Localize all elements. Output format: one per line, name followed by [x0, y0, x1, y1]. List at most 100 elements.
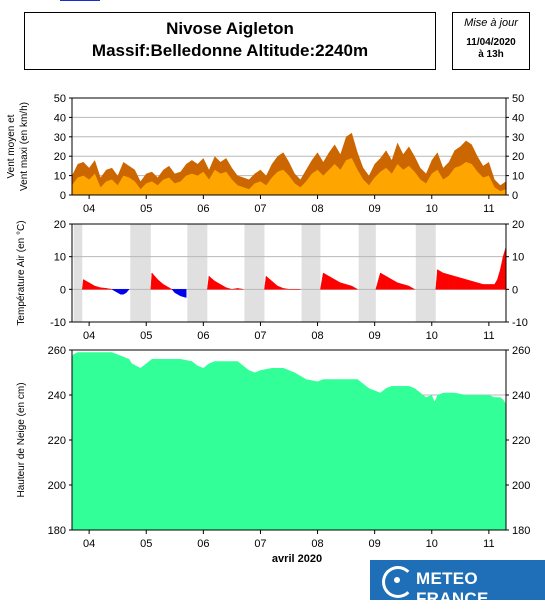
- temp-positive-segment: [334, 279, 341, 290]
- temp-positive-segment: [214, 280, 221, 290]
- x-tick-label: 06: [197, 538, 209, 550]
- chart-panel-1: [69, 97, 509, 199]
- temp-positive-segment: [271, 280, 278, 290]
- y-tick-label-left: 260: [48, 345, 66, 357]
- x-tick-label: 08: [311, 538, 323, 550]
- temp-positive-segment: [448, 274, 455, 290]
- temp-positive-segment: [488, 284, 495, 290]
- x-tick-label: 07: [254, 203, 266, 215]
- temp-positive-segment: [220, 284, 227, 290]
- x-tick-label: 05: [140, 330, 152, 342]
- temp-positive-segment: [340, 282, 347, 290]
- x-tick-label: 10: [426, 203, 438, 215]
- y-tick-label-left: 10: [54, 252, 66, 264]
- temp-positive-segment: [408, 285, 416, 290]
- temp-negative-segment: [171, 289, 176, 294]
- y-tick-label-left: 40: [54, 112, 66, 124]
- temp-positive-segment: [207, 276, 210, 290]
- station-header: Nivose Aigleton Massif:Belledonne Altitu…: [24, 12, 436, 70]
- temp-positive-segment: [237, 288, 244, 290]
- y-tick-label-left: 220: [48, 435, 66, 447]
- night-band: [244, 224, 265, 322]
- logo-swirl-icon: [382, 566, 414, 598]
- y-tick-label-right: 180: [512, 525, 530, 537]
- y-tick-label-left: 180: [48, 525, 66, 537]
- y-tick-label-right: 20: [512, 151, 524, 163]
- y-tick-label-left: 240: [48, 390, 66, 402]
- temp-negative-segment: [126, 289, 130, 294]
- y-tick-label-left: 50: [54, 93, 66, 105]
- temp-negative-segment: [114, 289, 118, 294]
- y-axis-label-line2: Vent maxi (en km/h): [19, 102, 30, 191]
- y-tick-label-left: 10: [54, 171, 66, 183]
- station-name: Nivose Aigleton: [166, 19, 294, 38]
- x-tick-label: 09: [369, 538, 381, 550]
- temp-positive-segment: [106, 288, 113, 290]
- y-tick-label-right: 10: [512, 252, 524, 264]
- temp-positive-segment: [225, 287, 232, 290]
- y-tick-label-right: 240: [512, 390, 530, 402]
- temp-positive-segment: [94, 285, 101, 290]
- plot-frame: [71, 97, 507, 196]
- temp-positive-segment: [477, 282, 484, 290]
- chart-panel-3: [69, 349, 509, 534]
- update-box: Mise à jour 11/04/2020 à 13h: [452, 12, 530, 70]
- y-tick-label-left: 200: [48, 480, 66, 492]
- y-tick-label-left: 20: [54, 151, 66, 163]
- y-tick-label-right: 0: [512, 190, 518, 202]
- y-tick-label-left: 20: [54, 219, 66, 231]
- y-tick-label-right: 10: [512, 171, 524, 183]
- temp-positive-segment: [385, 275, 393, 290]
- night-band: [187, 224, 208, 322]
- x-tick-label: 11: [483, 330, 494, 342]
- y-tick-label-left: 0: [60, 190, 66, 202]
- temp-positive-segment: [283, 288, 290, 290]
- x-tick-label: 04: [83, 538, 95, 550]
- temp-positive-segment: [397, 282, 404, 290]
- temp-positive-segment: [320, 272, 324, 290]
- y-tick-label-left: -10: [50, 317, 66, 329]
- temp-positive-segment: [500, 256, 504, 290]
- temp-negative-segment: [174, 289, 181, 297]
- chart-panel-2: [69, 223, 509, 326]
- legend-line-swatch: [60, 0, 100, 1]
- x-tick-label: 08: [311, 330, 323, 342]
- temp-positive-segment: [208, 275, 216, 290]
- night-band: [73, 224, 83, 322]
- x-tick-label: 10: [426, 538, 438, 550]
- wind-mean-area: [72, 158, 506, 195]
- temp-positive-segment: [437, 269, 444, 290]
- temp-positive-segment: [471, 280, 478, 290]
- x-tick-label: 11: [483, 538, 494, 550]
- update-label: Mise à jour: [464, 17, 518, 29]
- temp-positive-segment: [328, 275, 335, 290]
- y-tick-label-right: 200: [512, 480, 530, 492]
- logo-dot-icon: [394, 577, 400, 583]
- temp-positive-segment: [168, 287, 173, 290]
- temp-positive-segment: [380, 272, 387, 290]
- x-tick-label: 07: [254, 330, 266, 342]
- update-time: à 13h: [478, 49, 504, 60]
- temp-positive-segment: [83, 279, 90, 290]
- x-tick-label: 05: [140, 203, 152, 215]
- night-band: [358, 224, 376, 322]
- night-band: [301, 224, 321, 322]
- temp-positive-segment: [264, 276, 267, 290]
- temp-positive-segment: [435, 269, 438, 290]
- night-band: [415, 224, 436, 322]
- x-tick-label: 04: [83, 330, 95, 342]
- x-tick-label: 09: [369, 203, 381, 215]
- temp-negative-segment: [180, 289, 187, 298]
- temp-positive-segment: [157, 278, 164, 290]
- x-tick-label: 11: [483, 203, 494, 215]
- temp-positive-segment: [465, 279, 472, 290]
- y-axis-label: Hauteur de Neige (en cm): [16, 382, 27, 497]
- x-tick-label: 06: [197, 203, 209, 215]
- y-tick-label-left: 30: [54, 132, 66, 144]
- temp-positive-segment: [151, 272, 158, 290]
- x-tick-label: 08: [311, 203, 323, 215]
- y-axis-label: Température Air (en °C): [16, 220, 27, 325]
- temp-negative-segment: [120, 289, 124, 295]
- temp-positive-segment: [375, 272, 381, 290]
